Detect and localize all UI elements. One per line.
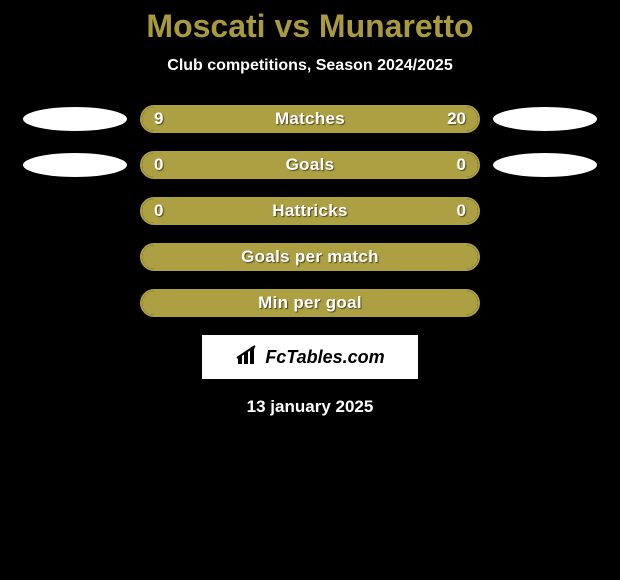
left-placeholder bbox=[20, 289, 130, 317]
left-placeholder bbox=[20, 151, 130, 179]
bar-chart-icon bbox=[235, 344, 261, 371]
date-label: 13 january 2025 bbox=[0, 397, 620, 417]
right-placeholder bbox=[490, 105, 600, 133]
stat-row: 00Hattricks bbox=[0, 197, 620, 225]
brand-text: FcTables.com bbox=[265, 347, 384, 368]
brand-inner: FcTables.com bbox=[235, 344, 384, 371]
comparison-widget: Moscati vs Munaretto Club competitions, … bbox=[0, 0, 620, 417]
stat-bar: Min per goal bbox=[140, 289, 480, 317]
page-title: Moscati vs Munaretto bbox=[0, 8, 620, 45]
stat-label: Goals bbox=[142, 153, 478, 177]
stat-row: Goals per match bbox=[0, 243, 620, 271]
stat-rows-container: 920Matches 00Goals 00Hattricks Goals per ma… bbox=[0, 105, 620, 317]
right-placeholder bbox=[490, 289, 600, 317]
brand-box: FcTables.com bbox=[202, 335, 418, 379]
stat-row: Min per goal bbox=[0, 289, 620, 317]
stat-bar: 920Matches bbox=[140, 105, 480, 133]
stat-row: 920Matches bbox=[0, 105, 620, 133]
stat-label: Hattricks bbox=[142, 199, 478, 223]
left-placeholder bbox=[20, 197, 130, 225]
stat-label: Goals per match bbox=[142, 245, 478, 269]
stat-label: Matches bbox=[142, 107, 478, 131]
right-placeholder bbox=[490, 243, 600, 271]
stat-label: Min per goal bbox=[142, 291, 478, 315]
right-placeholder bbox=[490, 151, 600, 179]
subtitle: Club competitions, Season 2024/2025 bbox=[0, 57, 620, 75]
right-placeholder bbox=[490, 197, 600, 225]
left-placeholder bbox=[20, 105, 130, 133]
stat-row: 00Goals bbox=[0, 151, 620, 179]
stat-bar: 00Hattricks bbox=[140, 197, 480, 225]
stat-bar: 00Goals bbox=[140, 151, 480, 179]
left-placeholder bbox=[20, 243, 130, 271]
stat-bar: Goals per match bbox=[140, 243, 480, 271]
